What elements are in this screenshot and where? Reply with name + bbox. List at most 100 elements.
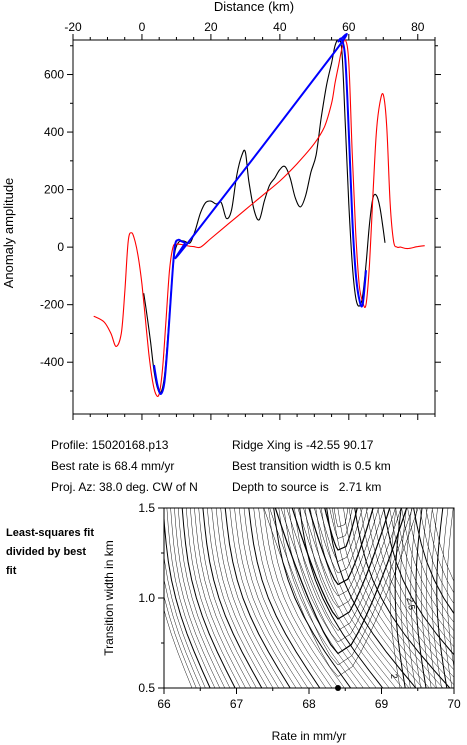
contour-line-left (320, 508, 410, 688)
contour-line-left (371, 508, 454, 671)
profile-y-axis-label: Anomaly amplitude (1, 178, 16, 289)
contour-x-tick-label: 70 (447, 697, 461, 711)
contour-line-center (280, 508, 402, 643)
contour-line-left (177, 508, 231, 688)
contour-line-left (170, 508, 221, 688)
contour-line-center (291, 508, 391, 620)
contour-line-center (274, 508, 408, 655)
contour-x-axis-label: Rate in mm/yr (272, 729, 347, 743)
contour-line-right (426, 508, 437, 688)
profile-y-tick-label: 600 (44, 68, 64, 82)
profile-name: Profile: 15020168.p13 (51, 438, 169, 452)
profile-x-tick-label: 60 (342, 20, 356, 34)
profile-x-tick-label: 40 (273, 20, 287, 34)
contour-lines (164, 508, 454, 688)
contour-line-right (410, 508, 422, 688)
contour-line-center (286, 508, 396, 631)
contour-line-center (314, 508, 368, 574)
contour-label-2: 2 (389, 673, 399, 679)
contour-line-left (238, 508, 308, 688)
profile-x-tick-label: 20 (204, 20, 218, 34)
contour-label-2-5: 2.5 (405, 597, 417, 611)
contour-line-left (234, 508, 303, 688)
contour-chart-ticks: 66 67 68 69 70 0.5 1.0 1.5 (138, 501, 461, 711)
contour-line-left (164, 510, 211, 688)
contour-line-left (431, 508, 454, 582)
contour-line-left (224, 508, 291, 688)
contour-line-right (441, 508, 453, 688)
contour-line-right (400, 508, 411, 688)
contour-line-left (273, 508, 352, 688)
profile-y-tick-label: -200 (40, 298, 64, 312)
contour-x-tick-label: 69 (375, 697, 389, 711)
profile-x-tick-label: -20 (64, 20, 82, 34)
contour-x-tick-label: 67 (230, 697, 244, 711)
ridge-crossing: Ridge Xing is -42.55 90.17 (232, 438, 374, 452)
contour-x-tick-label: 68 (302, 697, 316, 711)
projection-azimuth: Proj. Az: 38.0 deg. CW of N (51, 480, 198, 494)
profile-y-tick-label: 200 (44, 183, 64, 197)
contour-description: Least-squares fit divided by best fit (6, 527, 95, 577)
contour-line-center (269, 508, 413, 666)
contour-line-left (190, 508, 246, 688)
profile-x-axis-label: Distance (km) (214, 0, 294, 14)
contour-line-left (220, 508, 285, 688)
contour-line-center (297, 508, 385, 608)
contour-line-center (324, 508, 358, 551)
contour-line-left (248, 508, 321, 688)
contour-line-left (288, 508, 370, 688)
contour-line-right (415, 508, 427, 688)
contour-line-center (319, 508, 363, 562)
contour-line-left (229, 508, 297, 688)
contour-line-left (326, 508, 417, 688)
profile-y-tick-label: 400 (44, 125, 64, 139)
contour-line-left (310, 508, 396, 688)
contour-line-left (243, 508, 314, 688)
contour-line-left (185, 508, 241, 688)
contour-line-left (294, 508, 377, 688)
contour-line-left (181, 508, 236, 688)
contour-line-left (389, 508, 454, 648)
contour-line-right (405, 508, 416, 688)
observed-profile-line (143, 39, 386, 394)
contour-line-left (202, 508, 263, 688)
contour-line-left (164, 577, 202, 688)
contour-line-left (174, 508, 226, 688)
contour-line-left (268, 508, 345, 688)
contour-line-left (383, 508, 454, 656)
contour-line-left (283, 508, 364, 688)
best-transition-width: Best transition width is 0.5 km (232, 459, 391, 473)
contour-line-left (337, 508, 430, 688)
best-fit-point (335, 685, 341, 691)
contour-line-left (207, 508, 268, 688)
profile-y-tick-label: 0 (57, 240, 64, 254)
model-fit-line (153, 33, 367, 395)
contour-line-left (164, 608, 193, 688)
contour-line-left (315, 508, 403, 688)
contour-line-left (304, 508, 390, 688)
profile-x-tick-label: 80 (411, 20, 425, 34)
contour-line-left (258, 508, 333, 688)
synthetic-profile-line (93, 38, 425, 397)
contour-line-left (263, 508, 339, 688)
contour-chart: 66 67 68 69 700.51.01.5 2.5 2 Rate in mm/yr … (102, 501, 461, 743)
best-rate: Best rate is 68.4 mm/yr (51, 459, 175, 473)
contour-x-tick-label: 66 (157, 697, 171, 711)
contour-line-right (436, 508, 448, 688)
contour-line-right (389, 508, 401, 688)
contour-line-left (215, 508, 279, 688)
contour-line-left (278, 508, 358, 688)
profile-chart-frame (72, 39, 436, 415)
contour-line-left (395, 508, 454, 640)
contour-line-left (419, 508, 454, 605)
contour-line-center (303, 508, 379, 597)
contour-line-left (194, 508, 252, 688)
contour-line-right (431, 508, 442, 688)
contour-line-left (198, 508, 257, 688)
contour-line-left (299, 508, 384, 688)
contour-y-tick-label: 0.5 (138, 681, 155, 695)
contour-line-left (164, 554, 206, 688)
profile-y-tick-label: -400 (40, 355, 64, 369)
